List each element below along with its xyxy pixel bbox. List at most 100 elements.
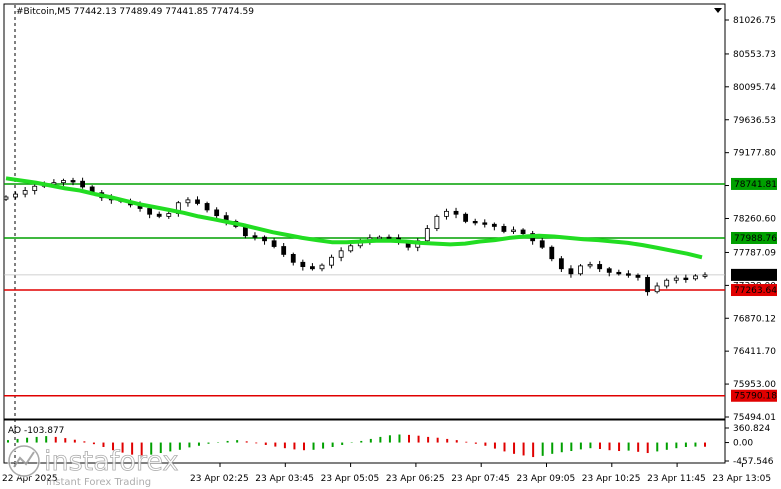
price-tick-label: 79636.53 [733,116,776,126]
price-label-text: 77988.76 [734,234,777,244]
time-tick-label: 23 Apr 07:45 [451,474,510,484]
candle-body [22,190,28,195]
candle-body [281,246,287,255]
price-tick-label: 81026.75 [733,16,776,26]
main-plot-frame [3,3,726,420]
price-tick-label: 75953.00 [733,380,776,390]
candle-body [310,266,315,270]
ao-tick-label: 360.824 [733,424,770,434]
candle-body [13,193,18,198]
price-label-text: 78741.81 [734,180,777,190]
candle-body [147,208,153,215]
candle-body [606,268,612,273]
watermark-logo: instaforex Instant Forex Trading [7,444,179,488]
price-tick-label: 78260.60 [733,214,776,224]
candle-body [377,236,382,240]
candle-body [578,265,583,275]
price-label-tag: 77474.59 [731,268,777,281]
candle-body [70,180,76,183]
candle-body [597,264,603,270]
time-tick-label: 23 Apr 09:05 [517,474,576,484]
candle-body [463,213,469,222]
candle-body [386,236,392,240]
price-tick-label: 80553.73 [733,50,776,60]
watermark-brand: instaforex [44,446,178,477]
candle-body [511,229,516,232]
candle-body [491,223,497,227]
candle-body [290,254,296,263]
candle-body [329,256,334,266]
price-label-text: 77263.64 [734,286,777,296]
price-tick-label: 80095.74 [733,83,776,93]
candle-body [80,180,86,188]
candle-body [558,258,564,270]
candle-body [61,180,66,184]
candle-body [549,246,555,260]
candle-body [635,274,641,278]
candle-body [654,285,660,293]
candle-body [32,185,38,191]
price-tick-label: 76870.12 [733,314,776,324]
moving-average-path [5,176,703,260]
candle-body [271,240,277,247]
candle-body [338,250,344,258]
candle-body [444,210,449,217]
candle-body [300,261,306,268]
ao-tick-label: -457.546 [733,457,774,467]
symbol-header: #Bitcoin,M5 77442.13 77489.49 77441.85 7… [16,7,254,17]
candle-body [625,273,631,276]
time-tick-label: 23 Apr 11:45 [647,474,706,484]
chart-shift-marker-icon[interactable] [714,8,722,13]
candle-body [539,240,545,248]
candle-body [166,213,172,217]
price-label-tag: 75790.18 [731,389,777,402]
price-tick-label: 77787.09 [733,248,776,258]
ao-histogram [7,434,706,458]
time-tick-label: 23 Apr 03:45 [255,474,314,484]
price-label-tag: 77988.76 [731,231,777,244]
ao-indicator-label: AO -103.877 [8,426,64,436]
candle-body [683,277,689,280]
candle-body [520,229,526,234]
candle-body [702,274,708,277]
ao-tick-label: 0.00 [733,439,753,449]
candle-body [185,199,191,204]
candle-body [664,279,670,287]
price-axis: 81026.75 80553.73 80095.74 79636.53 79177.80… [725,16,776,423]
time-tick-label: 23 Apr 05:05 [321,474,380,484]
candle-body [262,236,267,242]
candle-body [424,228,430,242]
price-level-labels: 78741.81 77988.76 77474.59 77263.64 75790.18 [731,177,777,402]
candle-body [319,264,325,270]
time-tick-label: 23 Apr 02:25 [190,474,249,484]
candle-body [472,220,478,224]
candle-body [204,203,210,211]
price-label-tag: 78741.81 [731,177,777,190]
candle-body [482,222,488,225]
oscillator-plot-frame [3,419,726,464]
candle-body [645,276,650,293]
moving-average-line [5,176,703,260]
price-label-text: 75790.18 [734,392,777,402]
time-tick-label: 23 Apr 10:25 [582,474,641,484]
candle-body [434,215,440,229]
candle-body [501,226,507,232]
candle-body [3,196,9,200]
candle-body [587,264,593,267]
price-label-tag: 77263.64 [731,284,777,297]
candle-body [568,268,574,275]
watermark-tagline: Instant Forex Trading [46,477,151,488]
price-tick-label: 76411.70 [733,347,776,357]
price-label-text: 77474.59 [734,271,777,281]
price-tick-label: 79177.80 [733,149,776,159]
candle-body [195,199,200,204]
candle-body [156,213,162,217]
candle-body [673,277,679,281]
time-tick-label: 23 Apr 06:25 [386,474,445,484]
candle-body [616,271,622,275]
time-axis: 22 Apr 2025 23 Apr 02:25 23 Apr 03:45 23 Ap… [2,463,771,484]
horizontal-levels [4,183,725,397]
time-tick-label: 22 Apr 2025 [2,474,58,484]
time-tick-label: 23 Apr 13:05 [712,474,771,484]
